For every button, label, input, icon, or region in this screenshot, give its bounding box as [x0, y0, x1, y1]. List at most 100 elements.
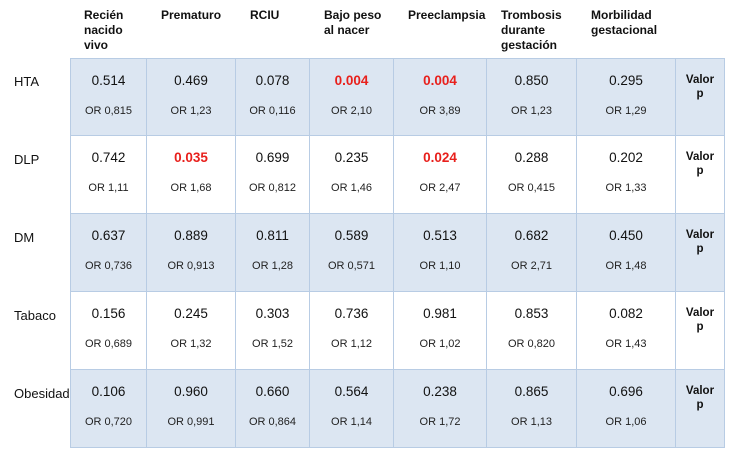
column-header: Prematuro: [147, 0, 236, 23]
p-value: 0.660: [255, 384, 290, 399]
odds-ratio: OR 0,864: [248, 416, 297, 428]
odds-ratio: OR 1,43: [605, 338, 647, 350]
p-value: 0.450: [609, 228, 643, 243]
table-cell: 0.637 OR 0,736: [70, 214, 147, 292]
odds-ratio: OR 1,68: [170, 182, 212, 194]
note-cell: Valor p: [676, 58, 725, 136]
table-cell: 0.513 OR 1,10: [394, 214, 487, 292]
note-text: Valor p: [685, 385, 715, 411]
odds-ratio: OR 2,47: [419, 182, 461, 194]
odds-ratio: OR 1,46: [331, 182, 372, 194]
note-text: Valor p: [685, 74, 715, 100]
p-value: 0.024: [423, 150, 457, 165]
odds-ratio: OR 1,06: [605, 416, 647, 428]
table-cell: 0.699 OR 0,812: [236, 136, 310, 214]
column-header: RCIU: [236, 0, 310, 23]
p-value: 0.513: [423, 228, 457, 243]
odds-ratio: OR 1,29: [605, 105, 647, 117]
p-value: 0.082: [609, 306, 643, 321]
column-header-text: Bajo peso al nacer: [324, 8, 382, 37]
table-cell: 0.514 OR 0,815: [70, 58, 147, 136]
table-cell: 0.960 OR 0,991: [147, 370, 236, 448]
odds-ratio: OR 1,28: [252, 260, 293, 272]
table-cell: 0.450 OR 1,48: [577, 214, 676, 292]
table-cell: 0.696 OR 1,06: [577, 370, 676, 448]
odds-ratio: OR 1,32: [170, 338, 212, 350]
odds-ratio: OR 1,02: [419, 338, 461, 350]
table-cell: 0.742 OR 1,11: [70, 136, 147, 214]
note-cell: Valor p: [676, 214, 725, 292]
p-value: 0.865: [514, 384, 549, 399]
p-value: 0.699: [255, 150, 290, 165]
odds-ratio: OR 0,913: [167, 260, 215, 272]
table-cell: 0.660 OR 0,864: [236, 370, 310, 448]
table-cell: 0.295 OR 1,29: [577, 58, 676, 136]
p-value: 0.078: [255, 73, 290, 88]
odds-ratio: OR 1,12: [331, 338, 372, 350]
table-cell: 0.288 OR 0,415: [487, 136, 577, 214]
column-header: Bajo peso al nacer: [310, 0, 394, 38]
row-label: DM: [14, 230, 35, 245]
p-value: 0.736: [334, 306, 369, 321]
column-header: Trombosis durante gestación: [487, 0, 577, 53]
table-cell: 0.024 OR 2,47: [394, 136, 487, 214]
note-text: Valor p: [685, 307, 715, 333]
p-value: 0.235: [334, 150, 369, 165]
odds-ratio: OR 0,812: [248, 182, 297, 194]
p-value: 0.853: [514, 306, 549, 321]
table-cell: 0.238 OR 1,72: [394, 370, 487, 448]
column-header: Preeclampsia: [394, 0, 487, 23]
table-cell: 0.853 OR 0,820: [487, 292, 577, 370]
p-value: 0.004: [334, 73, 369, 88]
table-cell: 0.035 OR 1,68: [147, 136, 236, 214]
table-cell: 0.981 OR 1,02: [394, 292, 487, 370]
row-label: HTA: [14, 74, 40, 89]
column-header: Recién nacido vivo: [70, 0, 147, 53]
odds-ratio: OR 0,815: [84, 105, 133, 117]
p-value: 0.981: [423, 306, 457, 321]
table-cell: 0.004 OR 2,10: [310, 58, 394, 136]
column-header-text: Trombosis durante gestación: [501, 8, 562, 52]
p-value: 0.295: [609, 73, 643, 88]
p-value: 0.637: [91, 228, 126, 243]
note-text: Valor p: [685, 151, 715, 177]
table-cell: 0.811 OR 1,28: [236, 214, 310, 292]
p-value: 0.106: [91, 384, 126, 399]
p-value: 0.156: [91, 306, 126, 321]
odds-ratio: OR 1,11: [88, 182, 129, 194]
table-cell: 0.156 OR 0,689: [70, 292, 147, 370]
note-cell: Valor p: [676, 370, 725, 448]
table-cell: 0.245 OR 1,32: [147, 292, 236, 370]
column-header-text: Preeclampsia: [408, 8, 486, 22]
odds-ratio: OR 0,689: [84, 338, 133, 350]
note-cell: Valor p: [676, 136, 725, 214]
column-header-text: Morbilidad gestacional: [591, 8, 658, 37]
odds-ratio: OR 1,23: [170, 105, 212, 117]
table-cell: 0.202 OR 1,33: [577, 136, 676, 214]
note-text: Valor p: [685, 229, 715, 255]
odds-ratio: OR 3,89: [419, 105, 461, 117]
column-header-text: RCIU: [250, 8, 280, 22]
table-cell: 0.082 OR 1,43: [577, 292, 676, 370]
p-value: 0.682: [514, 228, 549, 243]
odds-ratio: OR 0,415: [507, 182, 556, 194]
odds-ratio: OR 1,48: [605, 260, 647, 272]
p-value: 0.303: [255, 306, 290, 321]
table-cell: 0.106 OR 0,720: [70, 370, 147, 448]
p-value: 0.288: [514, 150, 549, 165]
odds-ratio: OR 1,33: [605, 182, 647, 194]
note-cell: Valor p: [676, 292, 725, 370]
odds-ratio: OR 2,71: [511, 260, 552, 272]
p-value: 0.035: [174, 150, 208, 165]
table-cell: 0.004 OR 3,89: [394, 58, 487, 136]
table-cell: 0.303 OR 1,52: [236, 292, 310, 370]
odds-ratio: OR 0,991: [167, 416, 215, 428]
column-header: Morbilidad gestacional: [577, 0, 676, 38]
table-cell: 0.589 OR 0,571: [310, 214, 394, 292]
table-cell: 0.469 OR 1,23: [147, 58, 236, 136]
odds-ratio: OR 0,116: [249, 105, 296, 117]
odds-ratio: OR 0,720: [84, 416, 133, 428]
odds-ratio: OR 1,72: [419, 416, 461, 428]
odds-ratio: OR 1,14: [331, 416, 372, 428]
